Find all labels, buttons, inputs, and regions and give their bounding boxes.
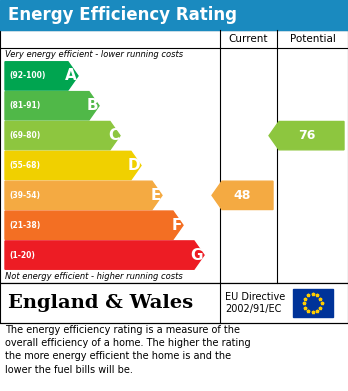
Text: (69-80): (69-80) bbox=[9, 131, 40, 140]
Text: Current: Current bbox=[229, 34, 268, 44]
Polygon shape bbox=[269, 122, 344, 150]
Bar bbox=[0, 0, 348, 30]
Bar bbox=[0, 283, 348, 323]
Text: (92-100): (92-100) bbox=[9, 72, 45, 81]
Polygon shape bbox=[5, 181, 162, 210]
Polygon shape bbox=[5, 91, 99, 120]
Text: (1-20): (1-20) bbox=[9, 251, 35, 260]
Polygon shape bbox=[5, 62, 78, 90]
Bar bbox=[0, 30, 348, 283]
Polygon shape bbox=[5, 122, 120, 150]
Polygon shape bbox=[212, 181, 273, 210]
Text: EU Directive
2002/91/EC: EU Directive 2002/91/EC bbox=[225, 292, 285, 314]
Text: Very energy efficient - lower running costs: Very energy efficient - lower running co… bbox=[5, 50, 183, 59]
Text: 76: 76 bbox=[298, 129, 315, 142]
Text: (55-68): (55-68) bbox=[9, 161, 40, 170]
Text: England & Wales: England & Wales bbox=[8, 294, 193, 312]
Polygon shape bbox=[5, 151, 141, 180]
Text: E: E bbox=[151, 188, 161, 203]
Text: B: B bbox=[86, 98, 98, 113]
Text: D: D bbox=[127, 158, 140, 173]
Text: The energy efficiency rating is a measure of the
overall efficiency of a home. T: The energy efficiency rating is a measur… bbox=[5, 325, 251, 375]
Polygon shape bbox=[5, 241, 204, 269]
Text: Potential: Potential bbox=[290, 34, 335, 44]
Text: A: A bbox=[65, 68, 77, 83]
Text: (81-91): (81-91) bbox=[9, 101, 40, 110]
Text: (21-38): (21-38) bbox=[9, 221, 40, 230]
Polygon shape bbox=[5, 211, 183, 239]
Text: F: F bbox=[172, 218, 182, 233]
Text: Energy Efficiency Rating: Energy Efficiency Rating bbox=[8, 6, 237, 24]
Bar bbox=[293, 289, 332, 317]
Text: G: G bbox=[190, 248, 203, 263]
Text: C: C bbox=[108, 128, 119, 143]
Text: (39-54): (39-54) bbox=[9, 191, 40, 200]
Text: 48: 48 bbox=[234, 189, 251, 202]
Text: Not energy efficient - higher running costs: Not energy efficient - higher running co… bbox=[5, 272, 183, 281]
